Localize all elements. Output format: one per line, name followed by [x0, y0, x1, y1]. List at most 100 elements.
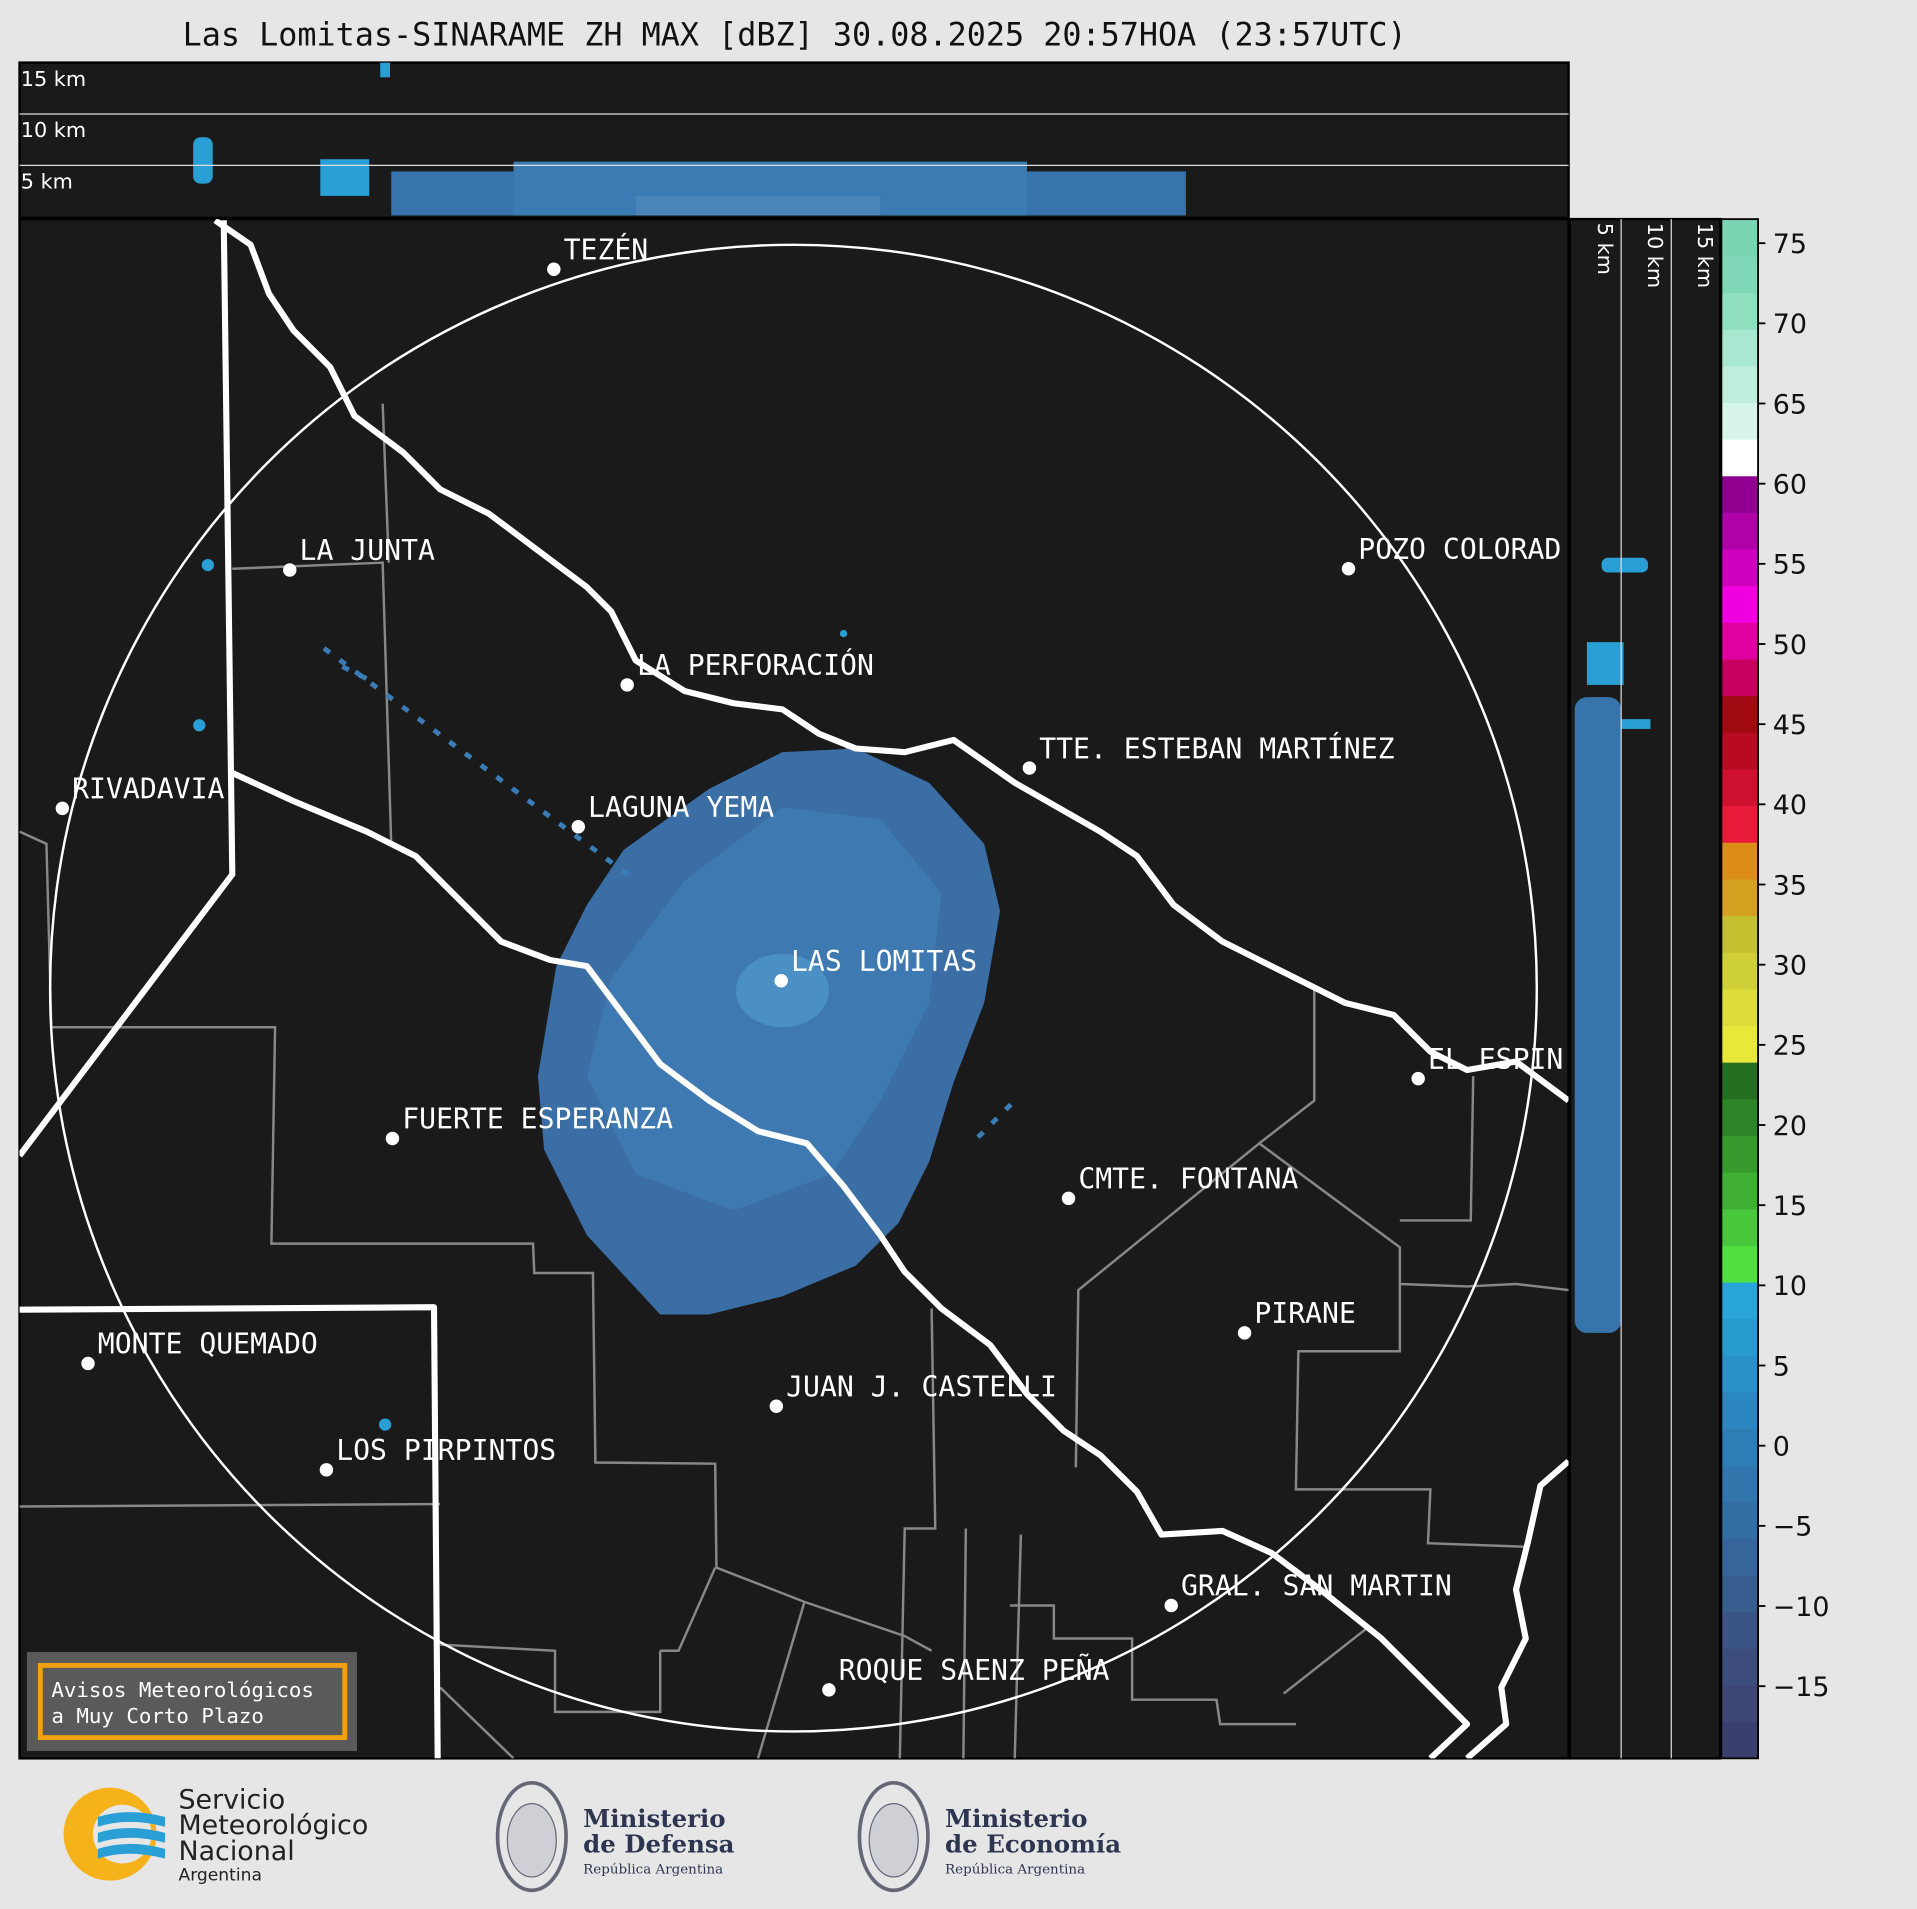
color-bin [1721, 1648, 1759, 1686]
city-label: MONTE QUEMADO [98, 1328, 318, 1361]
city-label: LAGUNA YEMA [588, 791, 774, 824]
colorbar-tick-label: 75 [1773, 229, 1807, 260]
color-bin [1721, 1575, 1759, 1613]
color-bin [1721, 402, 1759, 440]
city-label: JUAN J. CASTELLI [786, 1370, 1057, 1403]
color-bin [1721, 548, 1759, 587]
city-marker [774, 974, 788, 988]
colorbar-tick-label: −15 [1773, 1672, 1830, 1703]
side-height-label: 5 km [1593, 223, 1617, 275]
color-bin [1721, 658, 1759, 697]
color-bin [1721, 219, 1759, 257]
colorbar-tick-label: −10 [1773, 1592, 1830, 1623]
color-bin [1721, 1355, 1759, 1393]
city-marker [55, 801, 70, 816]
side-height-label: 15 km [1693, 223, 1717, 288]
color-bin [1721, 1318, 1759, 1356]
logo-text: Nacional [178, 1836, 294, 1867]
economia-logo: Ministerio de Economía República Argenti… [857, 1780, 1121, 1893]
color-bin [1721, 1281, 1759, 1320]
colorbar-tick-label: 30 [1773, 950, 1807, 981]
logo-text: Ministerio [583, 1804, 725, 1833]
color-bin [1721, 585, 1759, 623]
height-label: 15 km [21, 67, 86, 91]
color-bin [1721, 292, 1759, 330]
colorbar-tick-label: 65 [1773, 389, 1807, 420]
color-bin [1721, 1062, 1759, 1100]
color-bin [1721, 805, 1759, 843]
logo-text: Meteorológico [178, 1810, 368, 1841]
notice-box[interactable]: Avisos Meteorológicos a Muy Corto Plazo [26, 1651, 357, 1752]
color-bin [1721, 1208, 1759, 1246]
color-bin [1721, 1721, 1759, 1759]
city-label: FUERTE ESPERANZA [402, 1103, 673, 1136]
color-bin [1721, 1135, 1759, 1173]
notice-text: Avisos Meteorológicos [51, 1678, 314, 1702]
colorbar-tick-label: 35 [1773, 870, 1807, 901]
city-marker [1022, 761, 1037, 775]
notice-text: a Muy Corto Plazo [51, 1704, 264, 1728]
map: TEZÉN LA JUNTA POZO COLORAD LA PERFORACIÓN T… [18, 217, 1570, 1760]
height-label: 10 km [21, 118, 86, 142]
city-label: GRAL. SAN MARTIN [1181, 1570, 1452, 1603]
logo-text: Argentina [178, 1866, 261, 1886]
colorbar-tick-label: 20 [1773, 1111, 1807, 1142]
radar-range-ring [48, 243, 1539, 1733]
color-bin [1721, 512, 1759, 550]
color-bin [1721, 1245, 1759, 1283]
city-label: RIVADAVIA [72, 773, 224, 806]
color-bin [1721, 1611, 1759, 1650]
city-marker [547, 262, 561, 276]
color-bin [1721, 1391, 1759, 1430]
city-marker [620, 678, 634, 692]
color-bin [1721, 1025, 1759, 1063]
city-marker [1341, 562, 1356, 576]
color-bin [1721, 952, 1759, 990]
color-bin [1721, 695, 1759, 733]
city-marker [1411, 1071, 1425, 1086]
colorbar-tick-label: −5 [1773, 1512, 1813, 1543]
color-bin [1721, 988, 1759, 1026]
color-bin [1721, 439, 1759, 477]
logo-text: Servicio [178, 1784, 285, 1815]
defensa-logo: Ministerio de Defensa República Argentin… [495, 1780, 735, 1893]
color-bin [1721, 475, 1759, 513]
colorbar-tick-label: 70 [1773, 309, 1807, 340]
city-label: LOS PIRPINTOS [336, 1434, 556, 1467]
color-bin [1721, 365, 1759, 403]
color-bin [1721, 878, 1759, 917]
city-label: ROQUE SAENZ PEÑA [839, 1653, 1110, 1687]
title: Las Lomitas-SINARAME ZH MAX [dBZ] 30.08.… [183, 18, 1407, 54]
side-panel: 5 km 10 km 15 km [1568, 217, 1722, 1760]
side-height-label: 10 km [1643, 223, 1667, 288]
height-label: 5 km [21, 170, 73, 194]
logo-text: de Economía [945, 1829, 1121, 1858]
colorbar-tick-label: 15 [1773, 1191, 1807, 1222]
colorbar-tick-label: 25 [1773, 1031, 1807, 1062]
city-label: EL ESPIN [1428, 1043, 1563, 1076]
smn-logo: Servicio Meteorológico Nacional Argentin… [63, 1784, 368, 1886]
city-label: LA PERFORACIÓN [637, 648, 874, 682]
city-label: LAS LOMITAS [791, 945, 977, 978]
color-bin [1721, 1428, 1759, 1466]
colorbar-tick-label: 50 [1773, 630, 1807, 661]
color-bin [1721, 1685, 1759, 1723]
colorbar: −15 −10 −5 0 5 10 15 20 25 30 35 40 45 50 55 60 65 70 75 [1720, 218, 1830, 1760]
colorbar-tick-label: 40 [1773, 790, 1807, 821]
colorbar-tick-label: 55 [1773, 550, 1807, 581]
rivers-and-borders [19, 219, 1569, 1759]
color-bin [1721, 842, 1759, 880]
city-marker [319, 1463, 334, 1477]
logo-text: República Argentina [583, 1862, 723, 1877]
colorbar-tick-label: 60 [1773, 469, 1807, 500]
color-bin [1721, 1501, 1759, 1540]
color-bin [1721, 915, 1759, 953]
city-marker [769, 1399, 784, 1413]
colorbar-tick-label: 5 [1773, 1351, 1790, 1382]
colorbar-tick-label: 10 [1773, 1271, 1807, 1302]
logo-text: de Defensa [583, 1829, 734, 1858]
cities: TEZÉN LA JUNTA POZO COLORAD LA PERFORACIÓN T… [55, 232, 1563, 1697]
city-label: PIRANE [1254, 1297, 1356, 1330]
